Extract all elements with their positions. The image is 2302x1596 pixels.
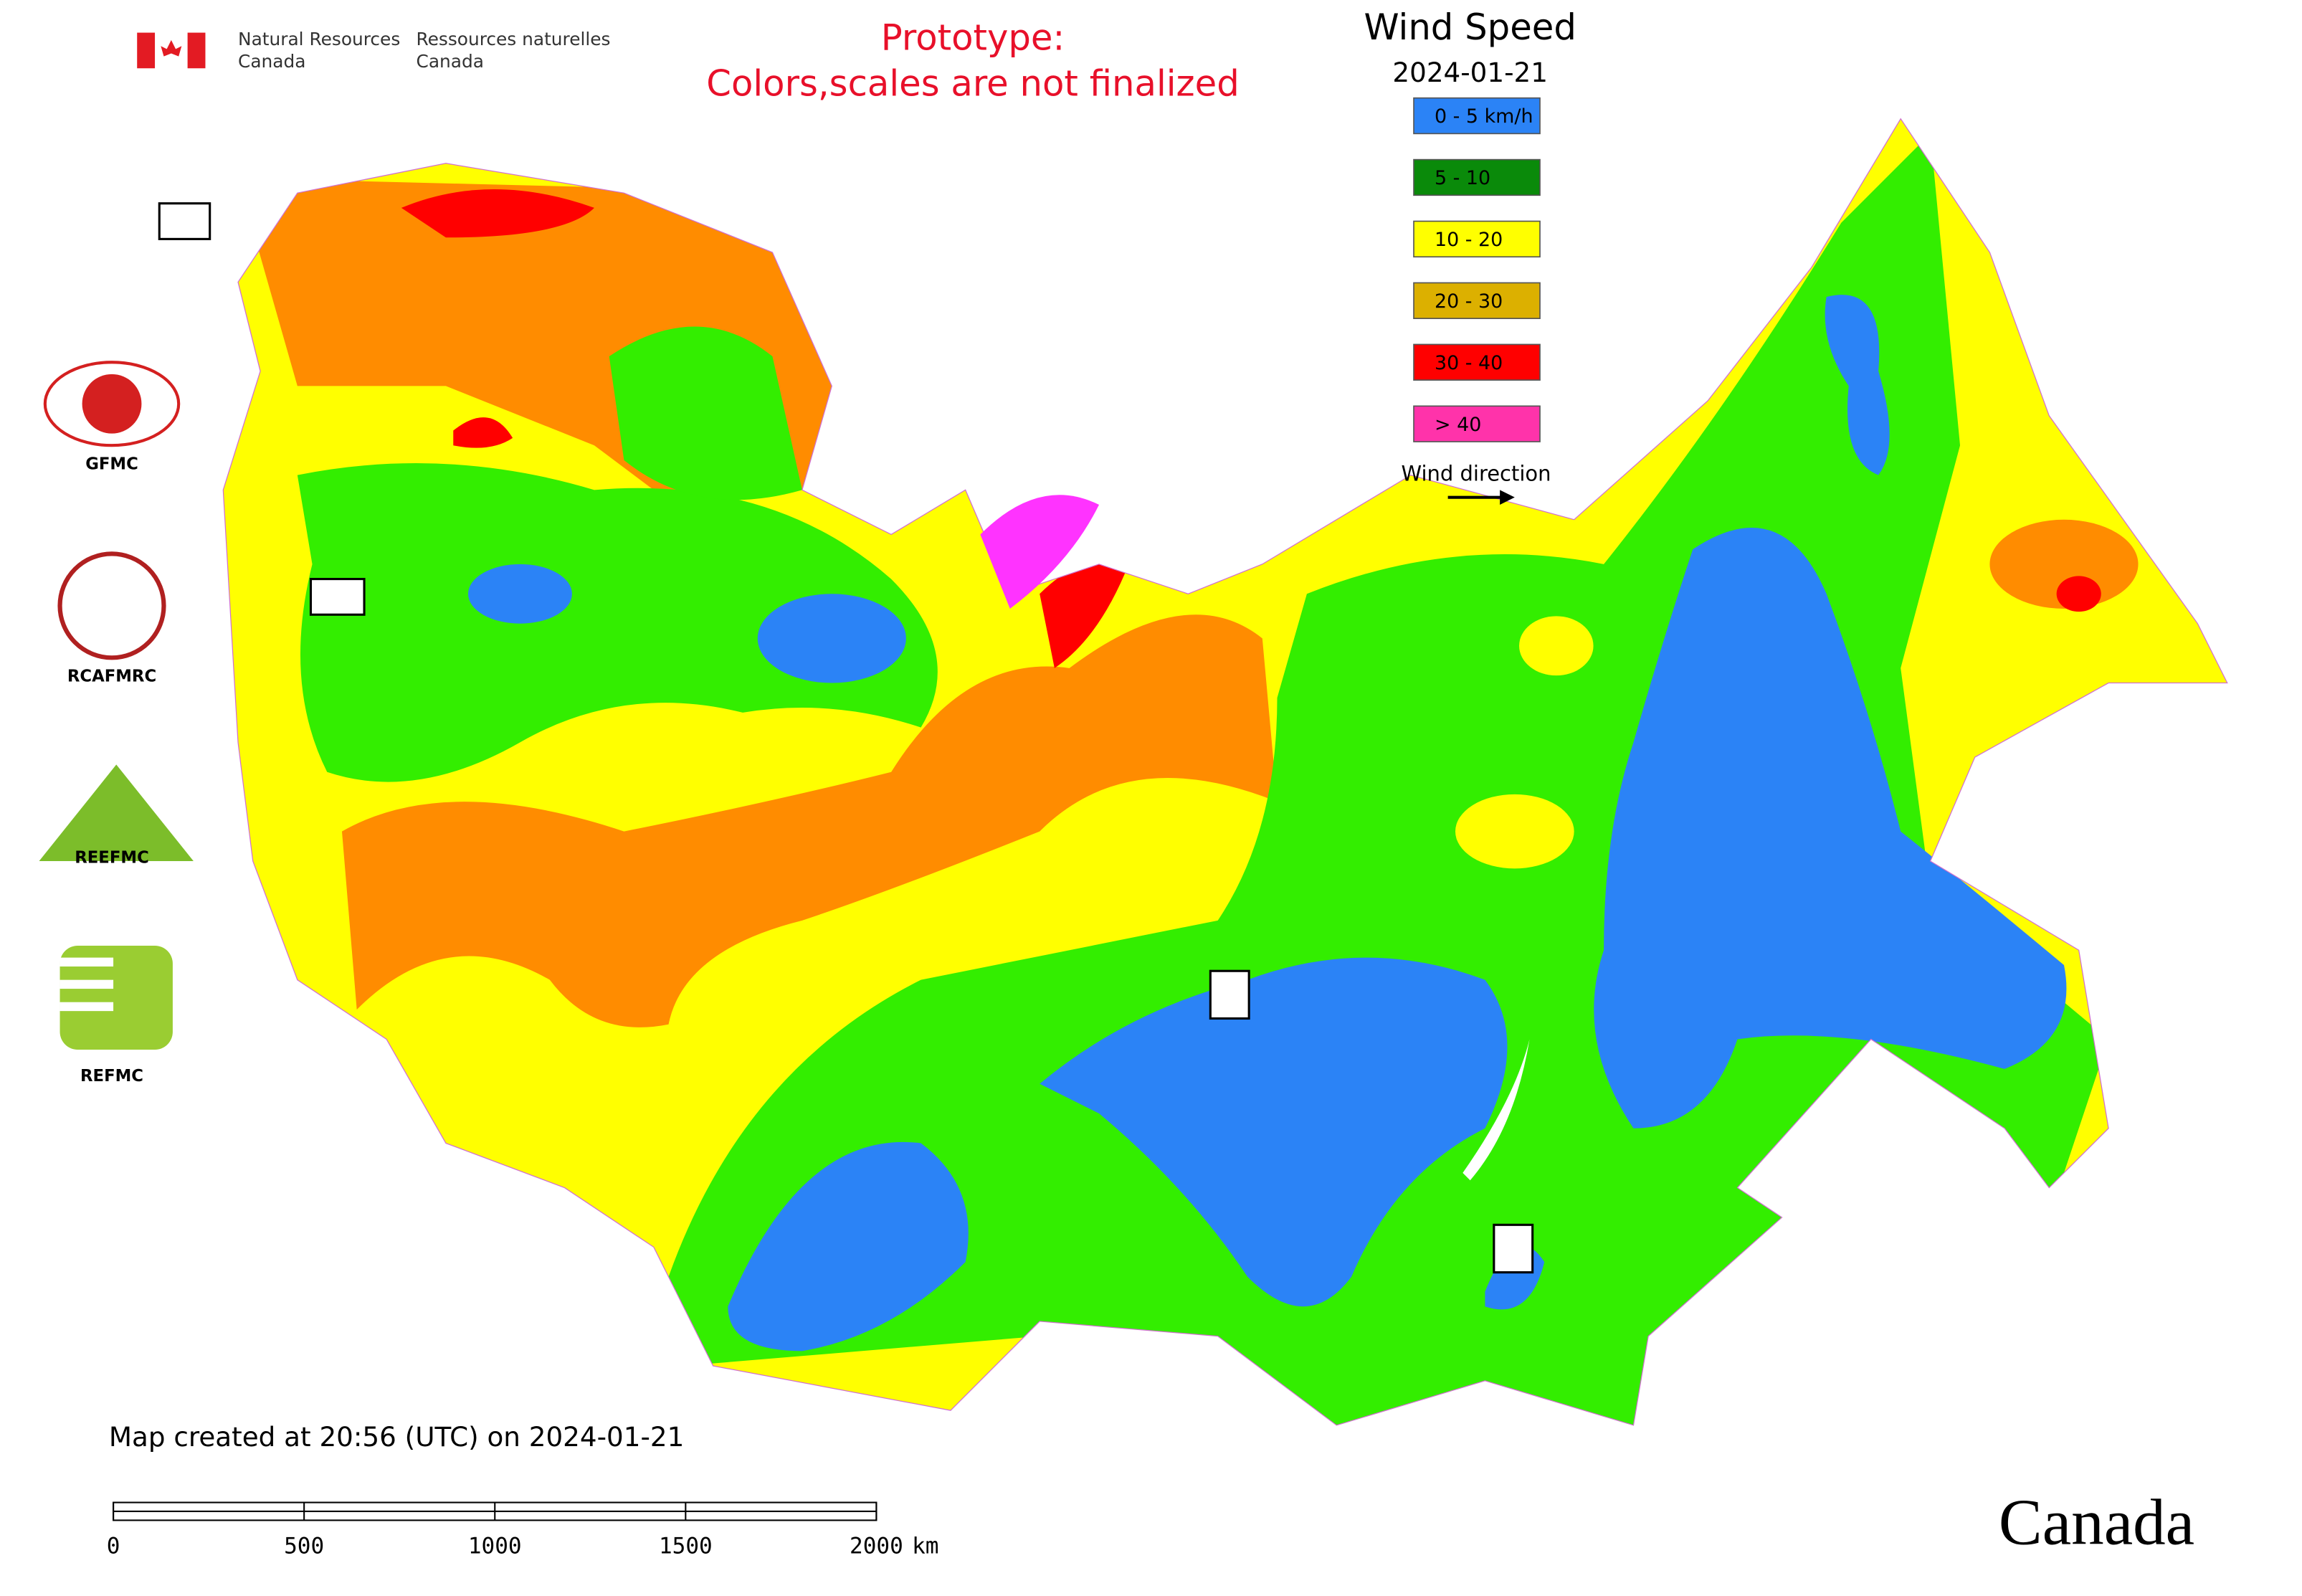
agency-en: Canada	[238, 51, 305, 72]
zone-10-20	[1519, 616, 1594, 676]
zone-10-20	[1455, 794, 1574, 869]
legend-swatch	[1413, 405, 1541, 442]
logo-label: REFMC	[80, 1067, 143, 1086]
scale-tick-label: 2000	[850, 1534, 903, 1559]
zone-0-5	[757, 594, 906, 683]
map	[158, 118, 2228, 1426]
logo-icons	[39, 361, 194, 1050]
scale-tick-label: 1000	[468, 1534, 522, 1559]
site-marker	[158, 202, 1534, 1274]
created-note: Map created at 20:56 (UTC) on 2024-01-21	[109, 1421, 684, 1453]
legend-label: 0 - 5 km/h	[1435, 105, 1533, 128]
legend-title: Wind Speed	[1364, 6, 1576, 48]
wind-arrow	[1447, 490, 1515, 505]
logo-label: RCAFMRC	[67, 668, 156, 686]
lake-baikal	[1462, 1039, 1530, 1181]
scale-tick-label: 0	[107, 1534, 120, 1559]
agency-fr: Ressources naturelles	[417, 29, 611, 49]
legend-label: 30 - 40	[1435, 352, 1503, 374]
logo-label: REEFMC	[75, 848, 149, 867]
legend-label: > 40	[1435, 414, 1481, 436]
wind-direction-label: Wind direction	[1401, 462, 1551, 486]
agency-en: Natural Resources	[238, 29, 400, 49]
agency-fr: Canada	[417, 51, 484, 72]
canada-wordmark: Canada	[1999, 1486, 2194, 1559]
legend-swatch	[1413, 97, 1541, 135]
legend-swatch	[1413, 282, 1541, 319]
zone-30-40	[2056, 576, 2101, 612]
zone-20-30	[1989, 519, 2139, 609]
notice: Prototype:	[881, 16, 1065, 58]
border	[222, 118, 2228, 1426]
zone-30-40	[453, 417, 513, 448]
logo-label: GFMC	[85, 455, 138, 474]
zone-0-5	[1040, 957, 1508, 1307]
legend-swatch	[1413, 343, 1541, 381]
legend-label: 10 - 20	[1435, 229, 1503, 251]
zone-20-30	[341, 614, 1278, 1027]
notice: Colors,scales are not finalized	[706, 63, 1239, 105]
zone-0-5	[467, 564, 572, 624]
zone-5-10	[609, 326, 802, 500]
zone-5-10	[668, 133, 2109, 1425]
canada-flag	[137, 32, 206, 69]
zone-0-5	[728, 1141, 969, 1352]
legend-swatch	[1413, 220, 1541, 258]
zone-30-40	[401, 189, 594, 238]
zone-0-5	[1594, 528, 2067, 1129]
scale-unit: km	[912, 1534, 938, 1559]
legend-date: 2024-01-21	[1392, 57, 1548, 88]
scale-tick-label: 1500	[659, 1534, 713, 1559]
zone-0-5	[1825, 295, 1890, 475]
legend-label: 5 - 10	[1435, 167, 1490, 189]
scale-tick-label: 500	[284, 1534, 324, 1559]
zone-over-40	[980, 495, 1100, 609]
legend-label: 20 - 30	[1435, 290, 1503, 313]
zone-5-10	[297, 463, 938, 782]
legend-swatch	[1413, 158, 1541, 196]
zone-30-40	[1040, 560, 1129, 668]
